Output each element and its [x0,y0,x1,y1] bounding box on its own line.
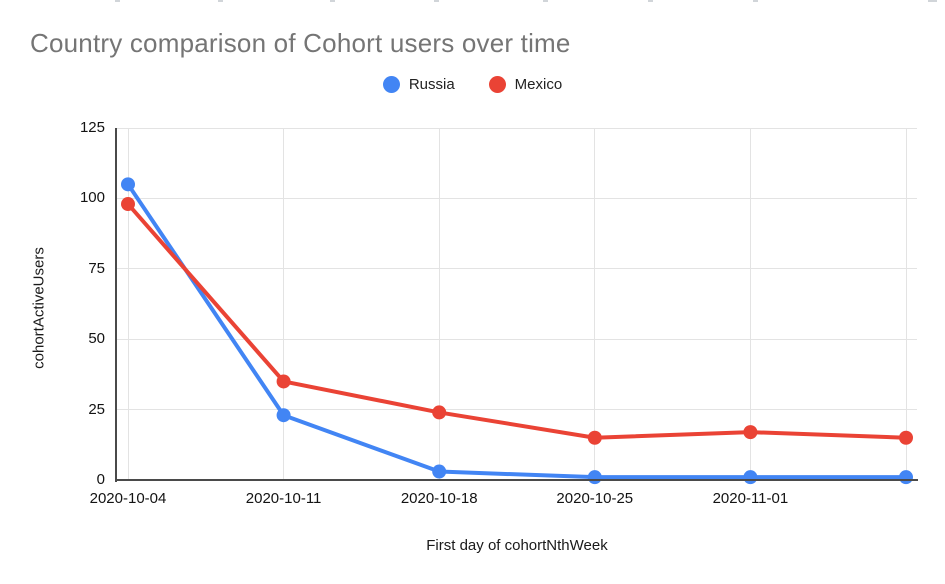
y-tick-label-125: 125 [79,119,105,136]
x-axis-line [115,479,918,481]
artifact-dash [753,0,758,2]
legend-label-mexico: Mexico [514,76,563,93]
legend-label-russia: Russia [408,76,455,93]
artifact-dash [928,0,937,2]
y-axis-title: cohortActiveUsers [30,247,48,369]
y-gridline-100 [117,197,917,199]
x-gridline-unlabeled [905,128,907,480]
y-tick-label-0: 0 [96,471,105,488]
data-point-mexico-0 [121,197,135,212]
x-gridline-2020-11-01 [749,128,751,480]
x-tick-label-2020-10-04: 2020-10-04 [89,490,167,507]
x-tick-label-2020-10-25: 2020-10-25 [556,490,634,507]
y-tick-label-50: 50 [88,330,105,348]
data-point-mexico-2 [432,405,447,420]
series-layer [121,177,913,485]
y-tick-label-100: 100 [79,189,105,207]
artifact-dash [434,0,439,2]
artifact-dash [330,0,335,2]
series-line-russia [126,182,908,480]
data-point-mexico-5 [899,430,913,445]
artifact-dash [648,0,653,2]
y-tick-label-25: 25 [88,400,105,418]
x-gridline-2020-10-11 [283,128,285,480]
data-point-russia-2 [432,464,447,479]
x-gridline-2020-10-04 [127,128,129,480]
y-gridline-25 [117,409,917,411]
artifact-dash [115,0,120,2]
legend-item-russia: Russia [382,76,455,93]
x-tick-label-2020-11-01: 2020-11-01 [712,490,789,507]
x-gridline-2020-10-25 [594,128,596,480]
data-point-russia-3 [587,470,602,485]
data-point-russia-4 [743,470,758,485]
data-point-mexico-4 [743,425,758,440]
data-point-mexico-1 [276,374,291,389]
legend-swatch-russia [382,76,400,93]
x-gridline-2020-10-18 [438,128,440,480]
legend-swatch-mexico [488,76,506,93]
y-tick-label-75: 75 [88,259,105,277]
data-point-russia-5 [899,470,913,485]
data-point-mexico-3 [587,430,602,445]
y-gridline-75 [117,268,917,270]
data-point-russia-0 [121,177,135,192]
x-tick-label-2020-10-18: 2020-10-18 [400,490,478,507]
legend-item-mexico: Mexico [488,76,563,93]
y-gridline-125 [117,127,917,129]
series-line-mexico [126,202,908,440]
y-gridline-50 [117,338,917,340]
data-point-russia-1 [276,408,291,423]
y-axis-line [115,128,117,482]
legend: Russia Mexico [0,76,945,93]
x-axis-title: First day of cohortNthWeek [426,537,608,554]
artifact-dash [543,0,548,2]
plot-area [117,127,917,485]
x-tick-label-2020-10-11: 2020-10-11 [245,490,322,507]
chart-title: Country comparison of Cohort users over … [30,28,571,58]
artifact-dash [218,0,223,2]
